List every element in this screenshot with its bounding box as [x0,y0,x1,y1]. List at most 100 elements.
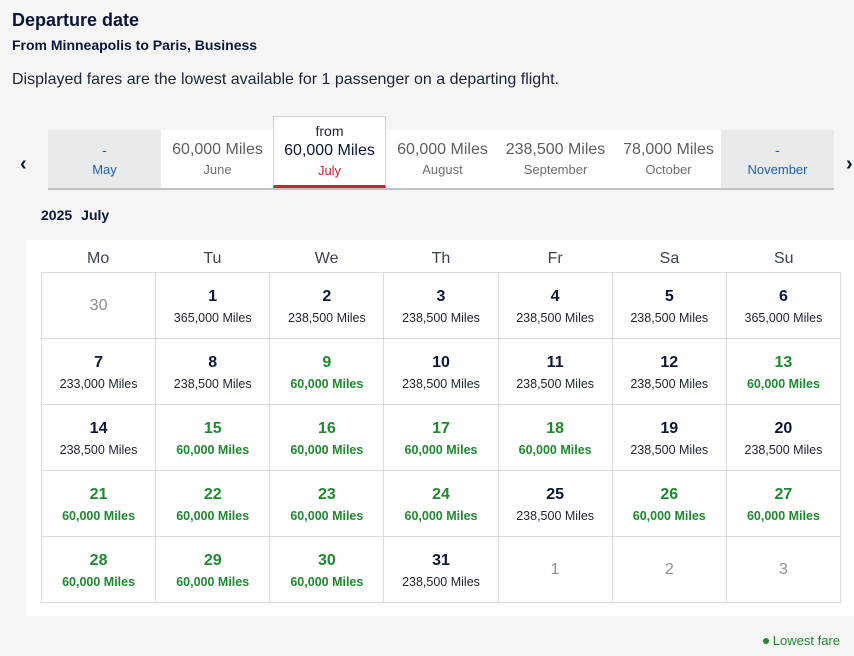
day-fare: 365,000 Miles [173,311,252,325]
calendar-day[interactable]: 3 238,500 Miles [384,273,499,339]
calendar-day[interactable]: 16 60,000 Miles [270,405,385,471]
day-number: 11 [546,354,564,371]
month-name: September [523,162,588,177]
day-fare: 60,000 Miles [404,509,478,523]
month-tab-july[interactable]: from 60,000 Miles July [273,116,386,188]
day-number: 31 [432,552,450,569]
calendar-day[interactable]: 28 60,000 Miles [42,537,157,603]
month-tab-november[interactable]: - November [721,130,834,188]
month-selector: - May 60,000 Miles June from 60,000 Miles July… [48,116,834,188]
day-number: 4 [550,288,560,305]
calendar-day[interactable]: 13 60,000 Miles [726,339,841,405]
calendar-day-outside: 2 [612,537,727,603]
month-tab-may[interactable]: - May [48,130,161,188]
day-fare: 60,000 Miles [632,509,706,523]
day-number: 16 [317,420,336,437]
calendar-day[interactable]: 17 60,000 Miles [384,405,499,471]
day-number: 23 [317,486,336,503]
calendar-grid: 30 1 365,000 Miles 2 238,500 Miles 3 238,500 M… [41,272,841,603]
calendar-day[interactable]: 7 233,000 Miles [42,339,157,405]
calendar-day[interactable]: 25 238,500 Miles [498,471,613,537]
calendar-day-outside: 1 [498,537,613,603]
calendar-day[interactable]: 23 60,000 Miles [270,471,385,537]
calendar-day[interactable]: 12 238,500 Miles [612,339,727,405]
chevron-left-icon[interactable]: ‹ [20,153,27,175]
day-fare: 238,500 Miles [402,575,480,589]
day-fare: 238,500 Miles [516,509,595,523]
calendar-day[interactable]: 14 238,500 Miles [42,405,157,471]
calendar-day[interactable]: 9 60,000 Miles [270,339,385,405]
calendar-day[interactable]: 6 365,000 Miles [726,273,841,339]
calendar-day[interactable]: 11 238,500 Miles [498,339,613,405]
legend-label: Lowest fare [772,633,840,648]
calendar-day[interactable]: 2 238,500 Miles [270,273,385,339]
day-fare: 60,000 Miles [290,377,364,391]
fare-note: Displayed fares are the lowest available… [12,71,559,88]
month-tab-september[interactable]: 238,500 Miles September [499,130,612,188]
calendar-day[interactable]: 22 60,000 Miles [156,471,271,537]
calendar-day-outside: 3 [726,537,841,603]
day-fare: 238,500 Miles [402,377,480,391]
day-number: 8 [208,354,218,371]
day-number: 20 [774,420,793,437]
day-fare: 365,000 Miles [744,311,823,325]
calendar-day[interactable]: 24 60,000 Miles [384,471,499,537]
month-fare: 238,500 Miles [505,141,606,158]
day-number: 30 [317,552,336,569]
day-number: 12 [660,354,679,371]
day-fare: 238,500 Miles [516,377,595,391]
month-name: November [747,162,808,177]
day-fare: 238,500 Miles [630,443,709,457]
calendar-day[interactable]: 29 60,000 Miles [156,537,271,603]
month-name: August [422,162,463,177]
month-tab-october[interactable]: 78,000 Miles October [612,130,725,188]
day-fare: 60,000 Miles [518,443,592,457]
day-fare: 238,500 Miles [402,311,480,325]
route-subtitle: From Minneapolis to Paris, Business [12,37,258,53]
day-number: 6 [778,288,788,305]
day-fare: 238,500 Miles [630,311,709,325]
page-title: Departure date [12,10,140,30]
month-tab-august[interactable]: 60,000 Miles August [386,130,499,188]
day-number: 21 [89,486,108,503]
calendar-day[interactable]: 8 238,500 Miles [156,339,271,405]
calendar-day[interactable]: 27 60,000 Miles [726,471,841,537]
day-number: 3 [778,561,788,578]
calendar-day[interactable]: 15 60,000 Miles [156,405,271,471]
day-number: 15 [203,420,222,437]
calendar-day[interactable]: 4 238,500 Miles [498,273,613,339]
month-tab-june[interactable]: 60,000 Miles June [161,130,274,188]
day-number: 22 [203,486,222,503]
day-fare: 60,000 Miles [62,575,136,589]
day-number: 24 [432,486,450,503]
calendar-day[interactable]: 31 238,500 Miles [384,537,499,603]
day-fare: 238,500 Miles [516,311,595,325]
day-number: 30 [89,297,108,314]
calendar-day[interactable]: 1 365,000 Miles [156,273,271,339]
calendar-day[interactable]: 10 238,500 Miles [384,339,499,405]
day-fare: 233,000 Miles [59,377,138,391]
weekday-label: Fr [547,250,563,267]
month-name: July [317,163,342,178]
chevron-right-icon[interactable]: › [846,153,853,175]
day-number: 5 [664,288,674,305]
calendar-day[interactable]: 5 238,500 Miles [612,273,727,339]
day-number: 17 [432,420,450,437]
day-fare: 60,000 Miles [404,443,478,457]
day-number: 26 [660,486,679,503]
calendar-day[interactable]: 18 60,000 Miles [498,405,613,471]
weekday-label: Su [773,250,794,267]
day-fare: 238,500 Miles [173,377,252,391]
calendar-day[interactable]: 19 238,500 Miles [612,405,727,471]
day-number: 7 [94,354,104,371]
month-name: June [203,162,232,177]
calendar-day[interactable]: 26 60,000 Miles [612,471,727,537]
day-fare: 60,000 Miles [290,509,364,523]
calendar-day[interactable]: 20 238,500 Miles [726,405,841,471]
calendar-heading: 2025 July [41,207,118,223]
day-fare: 60,000 Miles [176,509,250,523]
calendar-day[interactable]: 30 60,000 Miles [270,537,385,603]
month-fare-prefix: from [315,123,344,139]
calendar-day[interactable]: 21 60,000 Miles [42,471,157,537]
day-fare: 238,500 Miles [287,311,366,325]
